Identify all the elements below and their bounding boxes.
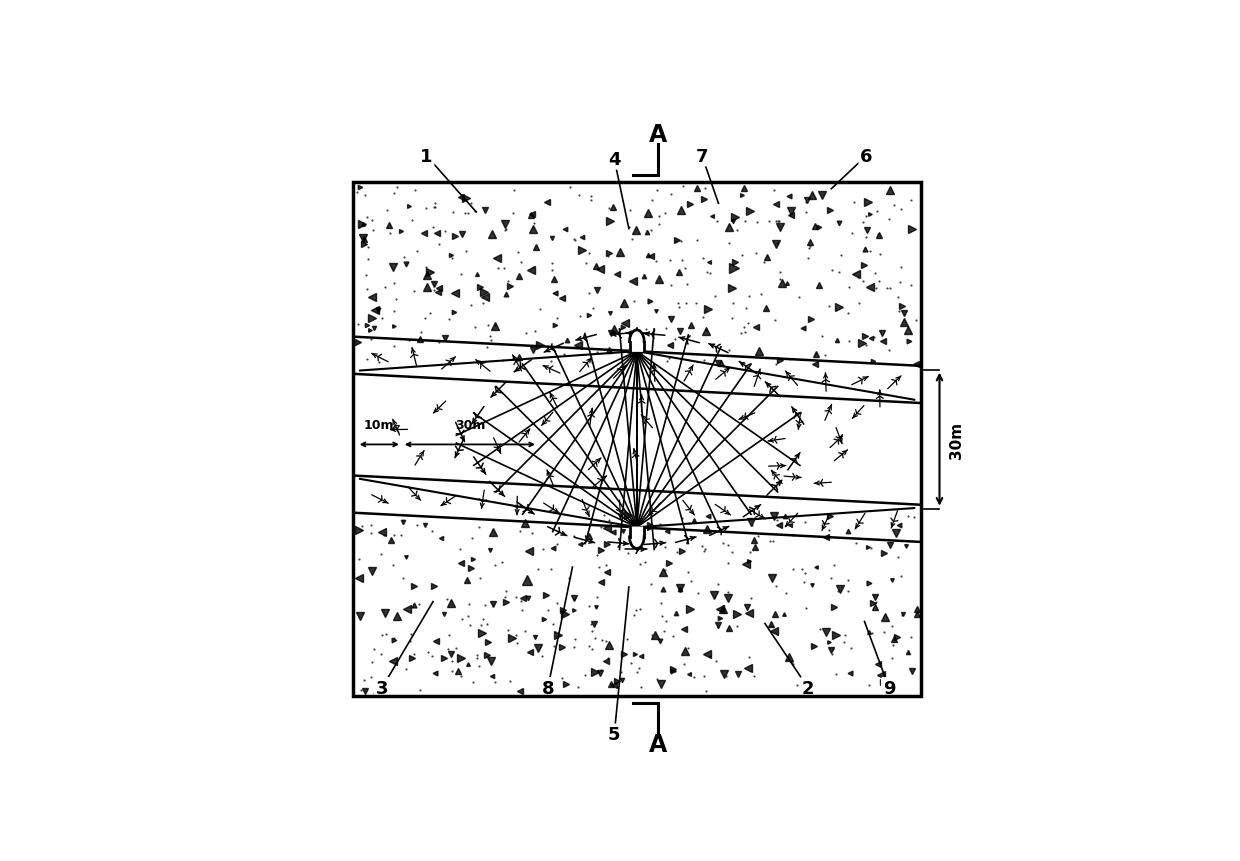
Polygon shape (630, 528, 644, 548)
Text: A: A (649, 733, 667, 757)
Text: 9: 9 (883, 679, 895, 697)
Bar (353, 183, 921, 697)
Text: 5: 5 (608, 726, 620, 743)
Text: 6: 6 (861, 147, 873, 165)
Text: 30m: 30m (455, 418, 485, 431)
Text: 10m: 10m (365, 418, 394, 431)
Text: 1: 1 (420, 147, 433, 165)
Text: 30m: 30m (950, 421, 965, 458)
Polygon shape (630, 331, 644, 352)
Text: 2: 2 (802, 679, 815, 697)
Text: 3: 3 (376, 679, 388, 697)
Text: A: A (649, 123, 667, 147)
Text: 4: 4 (608, 151, 620, 169)
Text: 8: 8 (542, 679, 554, 697)
Text: 7: 7 (696, 147, 708, 165)
